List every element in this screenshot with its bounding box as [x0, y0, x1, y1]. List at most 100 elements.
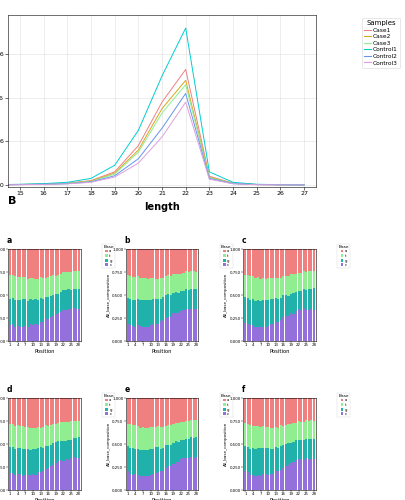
Bar	[313, 398, 315, 421]
Bar	[270, 298, 272, 324]
Case2	[207, 174, 212, 180]
Case3	[230, 180, 235, 186]
Bar	[27, 449, 29, 475]
Bar	[252, 276, 254, 298]
Bar	[183, 440, 185, 458]
Bar	[262, 278, 264, 300]
Bar	[267, 427, 269, 448]
Bar	[78, 271, 80, 289]
Case1	[136, 142, 141, 148]
Bar	[19, 328, 21, 341]
Bar	[257, 475, 259, 490]
Bar	[288, 249, 290, 276]
Bar	[170, 398, 172, 425]
Bar	[70, 290, 72, 310]
Bar	[24, 427, 26, 449]
Control3	[136, 160, 141, 166]
Control3	[230, 181, 235, 187]
Bar	[12, 447, 14, 473]
Bar	[290, 249, 292, 274]
Case2	[302, 182, 307, 188]
Bar	[165, 318, 167, 341]
Case2	[183, 78, 188, 84]
Bar	[305, 398, 307, 420]
Bar	[190, 420, 192, 437]
Bar	[60, 292, 62, 312]
Bar	[180, 249, 182, 274]
Bar	[249, 300, 252, 326]
Bar	[180, 292, 182, 311]
Bar	[127, 398, 129, 424]
Bar	[27, 475, 29, 490]
Bar	[29, 249, 32, 278]
Bar	[173, 444, 175, 464]
Bar	[285, 466, 287, 490]
Bar	[134, 426, 136, 448]
Bar	[280, 320, 282, 341]
Bar	[127, 275, 129, 298]
Bar	[290, 462, 292, 490]
Bar	[310, 398, 312, 420]
Bar	[313, 310, 315, 341]
Bar	[72, 308, 75, 341]
Bar	[147, 476, 149, 490]
Bar	[32, 326, 34, 341]
Control3	[112, 174, 117, 180]
Bar	[185, 289, 187, 308]
Bar	[57, 460, 60, 490]
Bar	[247, 424, 249, 447]
Control1	[17, 182, 22, 188]
Bar	[149, 398, 151, 427]
Bar	[32, 398, 34, 428]
Legend: a, t, g, c: a, t, g, c	[337, 244, 350, 268]
Bar	[295, 423, 297, 440]
Bar	[67, 422, 70, 440]
Bar	[17, 249, 19, 277]
Bar	[34, 398, 36, 428]
Control3	[160, 134, 164, 140]
Bar	[308, 249, 310, 271]
Bar	[262, 474, 264, 490]
Bar	[244, 398, 246, 423]
Bar	[290, 294, 292, 314]
Bar	[313, 459, 315, 490]
Bar	[12, 424, 14, 447]
Bar	[42, 278, 44, 298]
Bar	[254, 450, 257, 476]
Bar	[19, 448, 21, 474]
Bar	[129, 276, 131, 299]
Bar	[244, 275, 246, 297]
Bar	[17, 425, 19, 448]
Bar	[177, 313, 179, 341]
Bar	[188, 249, 190, 272]
Bar	[288, 398, 290, 424]
Control1	[160, 73, 164, 79]
Text: e: e	[124, 384, 130, 394]
Bar	[40, 322, 42, 341]
Bar	[27, 278, 29, 300]
Bar	[249, 326, 252, 341]
Bar	[24, 299, 26, 326]
Bar	[22, 426, 24, 449]
Bar	[157, 448, 159, 472]
Control3	[207, 176, 212, 182]
Bar	[177, 398, 179, 422]
Bar	[40, 398, 42, 428]
Bar	[270, 398, 272, 428]
Bar	[262, 448, 264, 474]
Y-axis label: All_base_composition: All_base_composition	[107, 422, 111, 466]
Bar	[149, 278, 151, 299]
Control2	[278, 182, 283, 188]
Bar	[292, 293, 295, 314]
Legend: a, t, g, c: a, t, g, c	[337, 392, 350, 417]
Bar	[177, 249, 179, 274]
Bar	[45, 446, 47, 468]
X-axis label: Position: Position	[269, 498, 290, 500]
Bar	[52, 424, 54, 444]
Bar	[264, 300, 267, 327]
Bar	[145, 278, 147, 300]
Bar	[190, 290, 192, 310]
Bar	[129, 424, 131, 448]
Bar	[277, 398, 279, 428]
Case2	[65, 180, 70, 186]
